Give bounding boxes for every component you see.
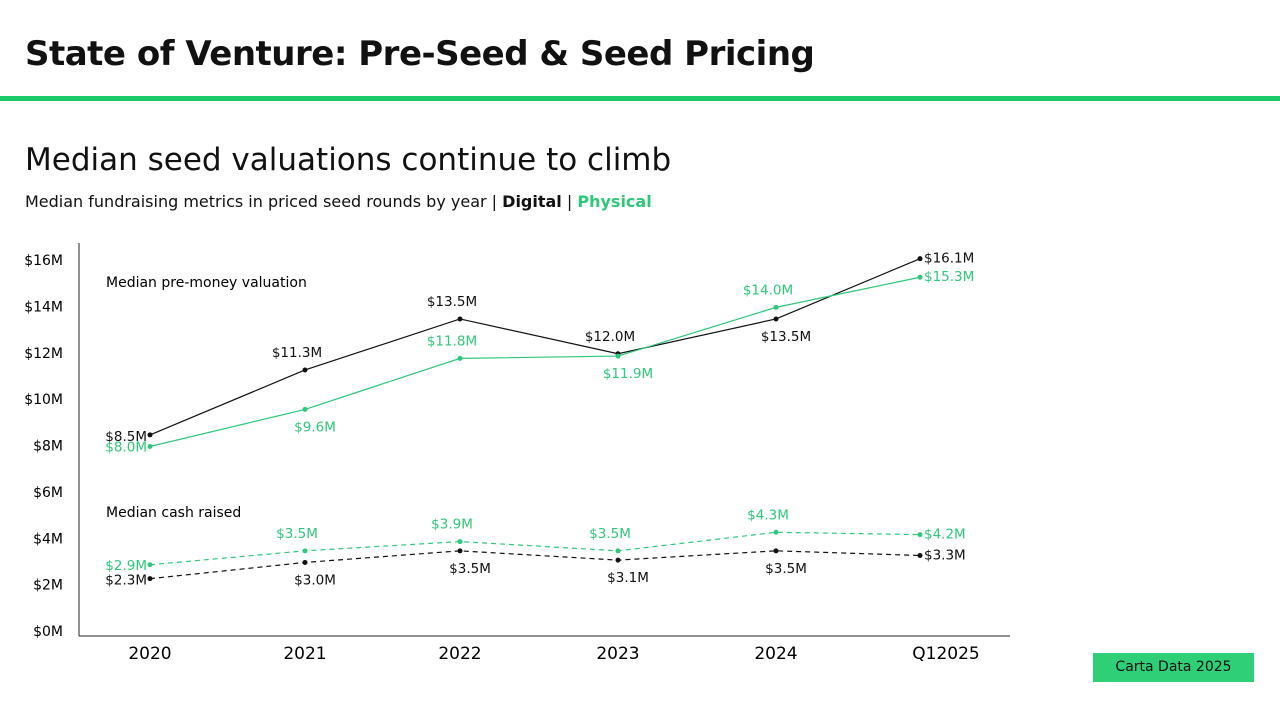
value-label: $11.3M — [272, 345, 322, 361]
data-point — [302, 548, 308, 554]
data-point — [917, 274, 923, 280]
value-label: $8.5M — [105, 429, 147, 445]
y-tick-label: $16M — [24, 253, 63, 269]
x-tick-label: 2023 — [596, 644, 639, 664]
x-tick-label: 2022 — [438, 644, 481, 664]
annotation: Median pre-money valuation — [106, 275, 307, 291]
value-label: $15.3M — [924, 269, 974, 285]
data-point — [773, 304, 779, 310]
value-label: $11.9M — [603, 366, 653, 382]
value-label: $4.2M — [924, 527, 966, 543]
source-badge: Carta Data 2025 — [1093, 653, 1254, 682]
series-line — [149, 550, 921, 580]
value-label: $3.9M — [431, 517, 473, 533]
value-label: $2.3M — [105, 573, 147, 589]
data-point — [147, 576, 153, 582]
legend-entry: Physical — [577, 192, 652, 211]
data-point — [302, 367, 308, 373]
y-tick-label: $8M — [33, 439, 63, 455]
data-point — [147, 432, 153, 438]
data-point — [457, 539, 463, 545]
data-point — [457, 316, 463, 322]
y-tick-label: $14M — [24, 299, 63, 315]
data-point — [615, 353, 621, 359]
value-label: $3.5M — [449, 561, 491, 577]
y-tick-label: $10M — [24, 392, 63, 408]
data-point — [917, 532, 923, 538]
value-label: $3.5M — [589, 526, 631, 542]
annotation: Median cash raised — [106, 505, 241, 521]
data-point — [773, 316, 779, 322]
value-label: $4.3M — [747, 507, 789, 523]
chart-title: Median seed valuations continue to climb — [25, 142, 672, 178]
data-point — [615, 557, 621, 563]
series-line — [149, 531, 921, 566]
y-tick-label: $6M — [33, 485, 63, 501]
value-label: $16.1M — [924, 251, 974, 267]
x-tick-label: 2020 — [128, 644, 171, 664]
value-label: $11.8M — [427, 333, 477, 349]
separator: | — [566, 192, 573, 211]
value-label: $13.5M — [427, 294, 477, 310]
value-label: $8.0M — [105, 440, 147, 456]
subtitle-text: Median fundraising metrics in priced see… — [25, 192, 487, 211]
y-tick-label: $4M — [33, 531, 63, 547]
x-tick-label: Q12025 — [912, 644, 979, 664]
data-point — [917, 256, 923, 262]
data-point — [615, 548, 621, 554]
data-point — [773, 529, 779, 535]
value-label: $3.5M — [276, 526, 318, 542]
title-rule — [0, 96, 1280, 101]
value-label: $12.0M — [585, 329, 635, 345]
series-line — [149, 276, 921, 448]
data-point — [147, 444, 153, 449]
data-point — [917, 552, 923, 558]
value-label: $2.9M — [105, 558, 147, 574]
subtitle: Median fundraising metrics in priced see… — [25, 192, 652, 211]
data-point — [302, 406, 308, 412]
data-point — [147, 562, 153, 568]
data-point — [302, 559, 308, 565]
series-line — [149, 258, 921, 436]
value-label: $14.0M — [743, 282, 793, 298]
y-tick-label: $12M — [24, 346, 63, 362]
value-label: $3.3M — [924, 547, 966, 563]
data-point — [773, 548, 779, 554]
data-point — [457, 548, 463, 554]
y-tick-label: $0M — [33, 624, 63, 640]
x-tick-label: 2021 — [283, 644, 326, 664]
value-label: $13.5M — [761, 329, 811, 345]
x-tick-label: 2024 — [754, 644, 797, 664]
data-point — [457, 355, 463, 361]
value-label: $3.0M — [294, 572, 336, 588]
value-label: $3.5M — [765, 561, 807, 577]
slide-title: State of Venture: Pre-Seed & Seed Pricin… — [25, 34, 815, 74]
legend-entry: Digital — [502, 192, 562, 211]
value-label: $9.6M — [294, 419, 336, 435]
value-label: $3.1M — [607, 570, 649, 586]
separator: | — [491, 192, 498, 211]
y-tick-label: $2M — [33, 578, 63, 594]
